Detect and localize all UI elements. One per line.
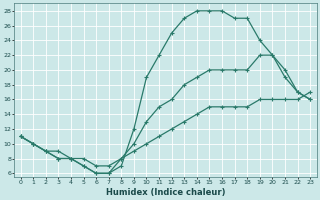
- X-axis label: Humidex (Indice chaleur): Humidex (Indice chaleur): [106, 188, 225, 197]
